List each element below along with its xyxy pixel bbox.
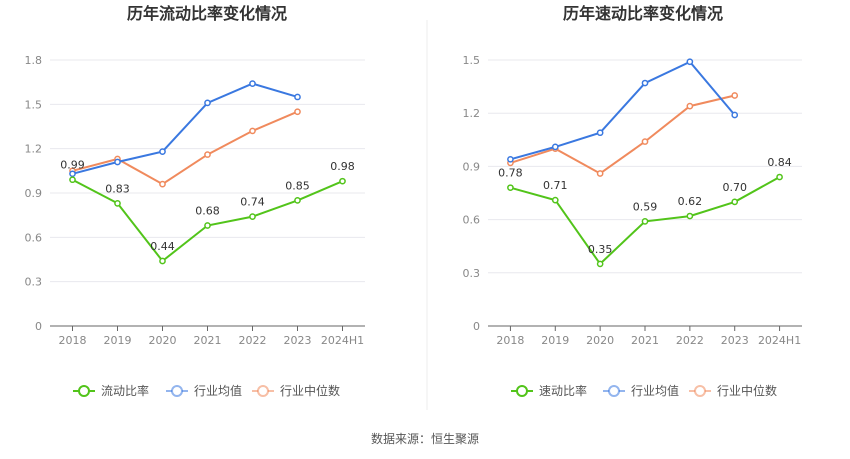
x-tick-label: 2023	[284, 334, 312, 347]
legend-label[interactable]: 流动比率	[101, 383, 149, 398]
data-point	[204, 151, 211, 158]
data-point	[114, 158, 121, 166]
data-point	[686, 58, 694, 66]
y-tick-label: 1.8	[25, 54, 43, 67]
series-line-industry-median	[72, 110, 298, 186]
y-tick-label: 1.5	[25, 98, 43, 111]
data-label: 0.83	[105, 182, 130, 195]
data-label: 0.68	[195, 205, 220, 218]
series-line-industry-average	[72, 82, 298, 175]
x-tick-label: 2019	[104, 334, 132, 347]
data-point	[159, 148, 166, 155]
data-label: 0.35	[588, 243, 613, 256]
data-point	[204, 99, 211, 107]
data-label: 0.71	[543, 179, 568, 192]
legend-marker-circle[interactable]	[257, 385, 269, 397]
y-tick-label: 0.3	[25, 276, 43, 289]
data-label: 0.70	[722, 181, 747, 194]
x-tick-label: 2024H1	[321, 334, 364, 347]
legend-marker-circle[interactable]	[608, 385, 620, 397]
legend-marker-circle[interactable]	[171, 385, 183, 397]
x-tick-label: 2022	[676, 334, 704, 347]
x-tick-label: 2019	[541, 334, 569, 347]
y-tick-label: 0	[473, 320, 480, 333]
data-point	[204, 222, 211, 229]
data-point	[294, 197, 301, 204]
y-tick-label: 0.6	[463, 214, 481, 227]
data-label: 0.62	[678, 195, 703, 208]
series-line-industry-average	[510, 60, 736, 161]
data-point	[249, 127, 256, 135]
data-point	[731, 92, 739, 99]
data-label: 0.59	[633, 200, 658, 213]
data-point	[114, 199, 121, 207]
data-source-note: 数据来源：恒生聚源	[371, 431, 479, 446]
legend-label[interactable]: 行业均值	[631, 383, 679, 398]
data-point	[249, 213, 256, 220]
data-point	[686, 102, 694, 110]
legend-label[interactable]: 行业均值	[194, 383, 242, 398]
y-tick-label: 0.3	[463, 267, 481, 280]
data-label: 0.74	[240, 196, 265, 209]
data-point	[294, 93, 301, 101]
legend-label[interactable]: 速动比率	[539, 383, 587, 398]
data-label: 0.98	[330, 160, 355, 173]
data-point	[641, 138, 649, 145]
x-tick-label: 2023	[721, 334, 749, 347]
data-point	[69, 176, 76, 184]
data-point	[159, 180, 166, 188]
data-point	[551, 196, 559, 204]
data-point	[731, 111, 739, 119]
data-label: 0.84	[767, 156, 792, 169]
data-point	[641, 79, 649, 87]
series-line-industry-median	[510, 94, 735, 175]
data-point	[159, 257, 166, 265]
y-tick-label: 1.2	[463, 107, 481, 120]
data-point	[686, 212, 694, 220]
data-point	[596, 129, 604, 137]
y-tick-label: 0	[35, 320, 42, 333]
y-tick-label: 1.2	[25, 143, 43, 156]
y-tick-label: 0.9	[463, 160, 481, 173]
legend-marker-circle[interactable]	[694, 385, 706, 397]
data-point	[596, 260, 604, 268]
x-tick-label: 2020	[586, 334, 614, 347]
y-tick-label: 0.9	[25, 187, 43, 200]
data-point	[776, 173, 783, 181]
x-tick-label: 2020	[149, 334, 177, 347]
data-point	[249, 80, 256, 87]
legend-marker-circle[interactable]	[516, 385, 528, 397]
data-point	[507, 184, 514, 192]
data-point	[339, 177, 346, 185]
x-tick-label: 2021	[631, 334, 659, 347]
data-point	[596, 170, 604, 177]
x-tick-label: 2018	[59, 334, 87, 347]
data-point	[551, 143, 559, 151]
data-label: 0.78	[498, 167, 523, 180]
data-point	[294, 108, 301, 116]
data-label: 0.85	[285, 179, 310, 192]
data-point	[507, 155, 514, 163]
x-tick-label: 2021	[194, 334, 222, 347]
legend-label[interactable]: 行业中位数	[717, 383, 777, 398]
x-tick-label: 2024H1	[758, 334, 801, 347]
legend-marker-circle[interactable]	[78, 385, 90, 397]
data-point	[731, 198, 739, 206]
data-point	[69, 170, 76, 178]
x-tick-label: 2022	[239, 334, 267, 347]
data-point	[641, 218, 649, 225]
y-tick-label: 0.6	[25, 231, 43, 244]
chart-title: 历年流动比率变化情况	[127, 4, 287, 23]
data-label: 0.44	[150, 240, 175, 253]
y-tick-label: 1.5	[463, 54, 481, 67]
chart-title: 历年速动比率变化情况	[563, 4, 723, 23]
x-tick-label: 2018	[496, 334, 524, 347]
legend-label[interactable]: 行业中位数	[280, 383, 340, 398]
data-label: 0.99	[60, 159, 85, 172]
